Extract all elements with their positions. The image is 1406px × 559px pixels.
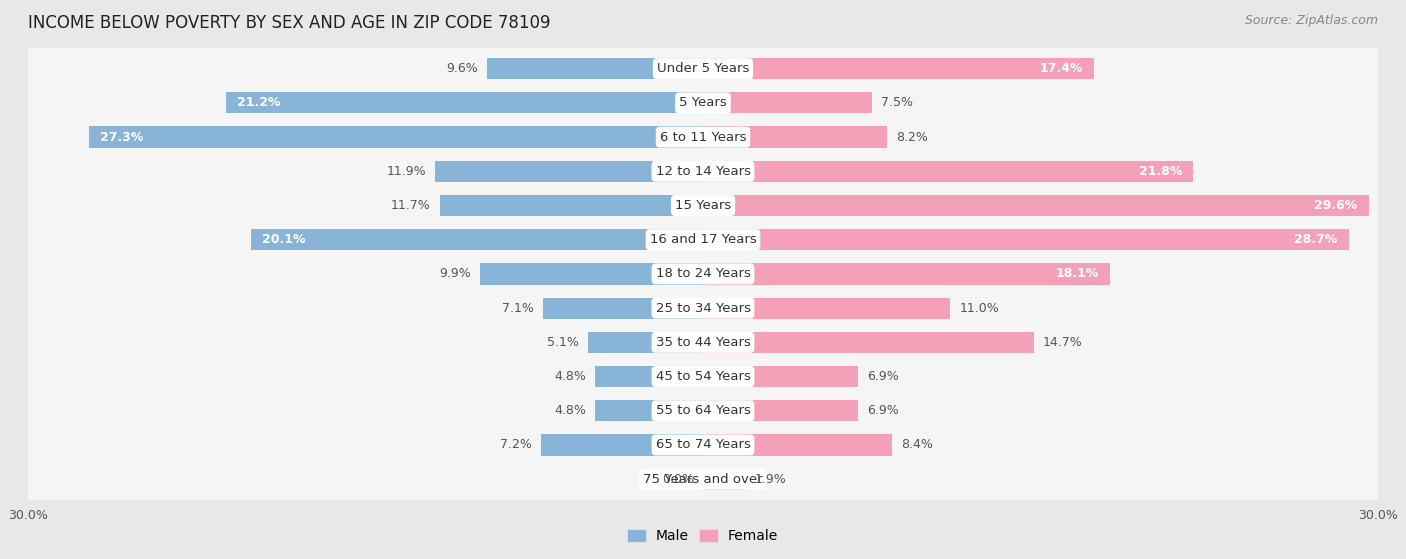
FancyBboxPatch shape <box>25 48 1381 89</box>
Text: 11.7%: 11.7% <box>391 199 430 212</box>
Text: 45 to 54 Years: 45 to 54 Years <box>655 370 751 383</box>
Text: 29.6%: 29.6% <box>1315 199 1358 212</box>
Text: 18 to 24 Years: 18 to 24 Years <box>655 267 751 281</box>
FancyBboxPatch shape <box>25 150 1381 192</box>
Bar <box>481 263 703 285</box>
Bar <box>595 400 703 421</box>
Text: 18.1%: 18.1% <box>1056 267 1099 281</box>
FancyBboxPatch shape <box>25 287 1381 329</box>
Bar <box>595 366 703 387</box>
Bar <box>703 434 891 456</box>
Text: 55 to 64 Years: 55 to 64 Years <box>655 404 751 417</box>
Text: 8.2%: 8.2% <box>897 131 928 144</box>
Text: Source: ZipAtlas.com: Source: ZipAtlas.com <box>1244 14 1378 27</box>
Bar <box>703 195 1369 216</box>
Bar <box>226 92 703 113</box>
Text: 27.3%: 27.3% <box>100 131 143 144</box>
Text: 75 Years and over: 75 Years and over <box>643 473 763 486</box>
Text: 6.9%: 6.9% <box>868 370 898 383</box>
Text: 35 to 44 Years: 35 to 44 Years <box>655 336 751 349</box>
Text: 7.1%: 7.1% <box>502 302 534 315</box>
Bar <box>436 160 703 182</box>
Text: 6.9%: 6.9% <box>868 404 898 417</box>
Text: 11.0%: 11.0% <box>959 302 1000 315</box>
FancyBboxPatch shape <box>25 424 1381 466</box>
Bar <box>703 366 858 387</box>
Text: Under 5 Years: Under 5 Years <box>657 62 749 75</box>
Text: 1.9%: 1.9% <box>755 473 786 486</box>
FancyBboxPatch shape <box>25 321 1381 363</box>
Text: 5 Years: 5 Years <box>679 96 727 110</box>
Bar <box>703 297 950 319</box>
Text: 9.6%: 9.6% <box>446 62 478 75</box>
Text: 0.0%: 0.0% <box>662 473 695 486</box>
FancyBboxPatch shape <box>25 184 1381 226</box>
Bar <box>703 331 1033 353</box>
Bar <box>588 331 703 353</box>
Bar <box>440 195 703 216</box>
Text: 8.4%: 8.4% <box>901 438 932 452</box>
Legend: Male, Female: Male, Female <box>623 524 783 549</box>
FancyBboxPatch shape <box>25 356 1381 397</box>
Text: 28.7%: 28.7% <box>1294 233 1337 246</box>
Text: 25 to 34 Years: 25 to 34 Years <box>655 302 751 315</box>
Bar <box>543 297 703 319</box>
Text: INCOME BELOW POVERTY BY SEX AND AGE IN ZIP CODE 78109: INCOME BELOW POVERTY BY SEX AND AGE IN Z… <box>28 14 551 32</box>
FancyBboxPatch shape <box>25 458 1381 500</box>
Bar <box>703 400 858 421</box>
FancyBboxPatch shape <box>25 219 1381 260</box>
Bar <box>703 229 1348 250</box>
Bar <box>703 468 745 490</box>
Bar <box>703 263 1111 285</box>
Bar <box>541 434 703 456</box>
Text: 9.9%: 9.9% <box>440 267 471 281</box>
Text: 11.9%: 11.9% <box>387 165 426 178</box>
FancyBboxPatch shape <box>25 390 1381 432</box>
Text: 5.1%: 5.1% <box>547 336 579 349</box>
Text: 20.1%: 20.1% <box>262 233 305 246</box>
Text: 7.2%: 7.2% <box>501 438 531 452</box>
Text: 6 to 11 Years: 6 to 11 Years <box>659 131 747 144</box>
Bar <box>250 229 703 250</box>
Text: 16 and 17 Years: 16 and 17 Years <box>650 233 756 246</box>
Text: 15 Years: 15 Years <box>675 199 731 212</box>
Bar <box>703 92 872 113</box>
Text: 14.7%: 14.7% <box>1043 336 1083 349</box>
Bar <box>703 160 1194 182</box>
Text: 17.4%: 17.4% <box>1039 62 1083 75</box>
Bar <box>486 58 703 79</box>
FancyBboxPatch shape <box>25 116 1381 158</box>
Text: 21.2%: 21.2% <box>238 96 281 110</box>
Bar <box>89 126 703 148</box>
Bar <box>703 126 887 148</box>
Text: 21.8%: 21.8% <box>1139 165 1182 178</box>
FancyBboxPatch shape <box>25 253 1381 295</box>
Text: 4.8%: 4.8% <box>554 404 586 417</box>
Text: 12 to 14 Years: 12 to 14 Years <box>655 165 751 178</box>
Text: 65 to 74 Years: 65 to 74 Years <box>655 438 751 452</box>
FancyBboxPatch shape <box>25 82 1381 124</box>
Text: 4.8%: 4.8% <box>554 370 586 383</box>
Bar <box>703 58 1094 79</box>
Text: 7.5%: 7.5% <box>880 96 912 110</box>
